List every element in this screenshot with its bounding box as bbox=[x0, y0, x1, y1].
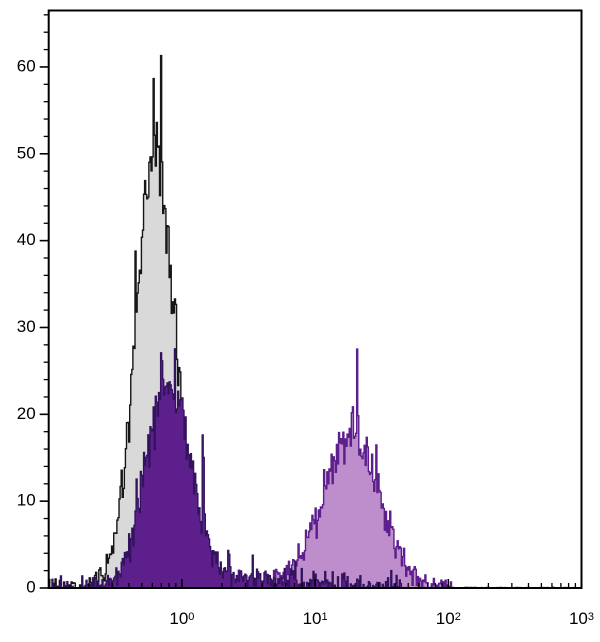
svg-text:50: 50 bbox=[17, 143, 36, 162]
svg-text:10: 10 bbox=[17, 491, 36, 510]
svg-text:30: 30 bbox=[17, 317, 36, 336]
svg-text:0: 0 bbox=[26, 577, 35, 596]
svg-text:40: 40 bbox=[17, 230, 36, 249]
svg-text:60: 60 bbox=[17, 56, 36, 75]
svg-text:20: 20 bbox=[17, 404, 36, 423]
